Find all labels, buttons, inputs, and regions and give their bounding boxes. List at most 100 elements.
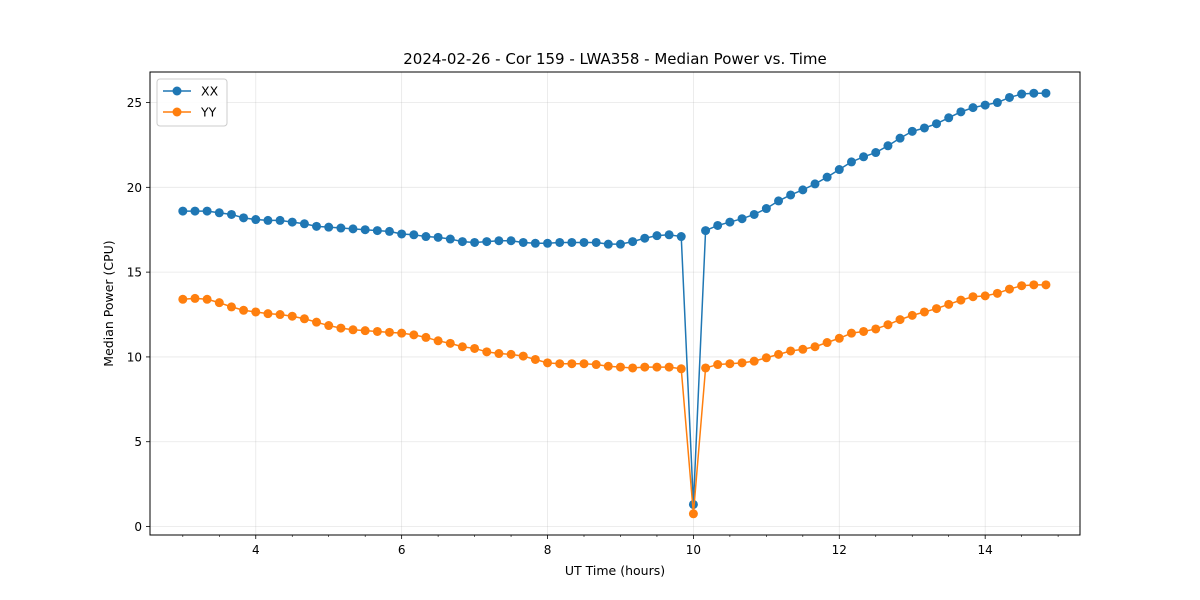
data-point-yy	[312, 317, 322, 327]
data-point-yy	[786, 346, 796, 356]
data-point-yy	[871, 324, 881, 334]
data-point-yy	[701, 363, 711, 373]
y-tick-label: 10	[127, 350, 142, 364]
x-tick-label: 4	[252, 543, 260, 557]
data-point-yy	[956, 295, 966, 305]
data-point-xx	[664, 230, 674, 240]
data-point-xx	[275, 215, 285, 225]
x-tick-label: 14	[978, 543, 993, 557]
data-point-xx	[615, 239, 625, 249]
data-point-xx	[202, 206, 212, 216]
data-point-yy	[1017, 281, 1027, 291]
data-point-yy	[774, 349, 784, 359]
data-point-yy	[214, 298, 224, 308]
data-point-yy	[1004, 284, 1014, 294]
data-point-xx	[676, 232, 686, 242]
data-point-xx	[384, 226, 394, 236]
data-point-yy	[883, 320, 893, 330]
data-point-yy	[615, 362, 625, 372]
data-point-xx	[786, 190, 796, 200]
data-point-yy	[652, 362, 662, 372]
data-point-xx	[895, 133, 905, 143]
legend: XX YY	[156, 78, 228, 127]
data-point-yy	[360, 326, 370, 336]
data-point-xx	[859, 152, 869, 162]
plot-frame	[149, 71, 1081, 536]
data-point-xx	[883, 141, 893, 151]
data-point-xx	[1029, 88, 1039, 98]
grid	[150, 72, 1080, 535]
data-point-yy	[688, 509, 698, 519]
data-point-xx	[567, 237, 577, 247]
data-point-yy	[944, 299, 954, 309]
data-point-xx	[652, 231, 662, 241]
data-point-yy	[859, 326, 869, 336]
legend-label-xx: XX	[201, 84, 219, 99]
data-point-xx	[530, 238, 540, 248]
data-point-yy	[506, 349, 516, 359]
x-tick-label: 10	[686, 543, 701, 557]
data-point-yy	[846, 328, 856, 338]
data-point-yy	[494, 349, 504, 359]
x-tick-label: 6	[398, 543, 406, 557]
data-point-xx	[737, 214, 747, 224]
data-point-xx	[433, 232, 443, 242]
data-point-xx	[397, 229, 407, 239]
legend-item-xx: XX	[163, 84, 219, 99]
data-point-yy	[287, 311, 297, 321]
data-point-yy	[810, 342, 820, 352]
data-point-xx	[919, 123, 929, 133]
plot-area	[150, 72, 1080, 535]
data-point-xx	[603, 239, 613, 249]
series-layer	[178, 88, 1051, 519]
data-point-yy	[239, 305, 249, 315]
data-point-xx	[944, 113, 954, 123]
data-point-xx	[1041, 88, 1051, 98]
chart-title: 2024-02-26 - Cor 159 - LWA358 - Median P…	[403, 50, 827, 68]
data-point-xx	[725, 217, 735, 227]
data-point-xx	[822, 172, 832, 182]
data-point-yy	[433, 336, 443, 346]
data-point-yy	[798, 344, 808, 354]
y-tick-label: 5	[134, 435, 142, 449]
data-point-xx	[470, 237, 480, 247]
data-point-yy	[980, 291, 990, 301]
data-point-yy	[992, 288, 1002, 298]
data-point-xx	[457, 237, 467, 247]
data-point-yy	[664, 362, 674, 372]
data-point-yy	[482, 347, 492, 357]
x-tick-label: 12	[832, 543, 847, 557]
legend-marker-yy	[172, 107, 182, 117]
data-point-xx	[226, 209, 236, 219]
data-point-xx	[1017, 89, 1027, 99]
data-point-yy	[725, 359, 735, 369]
data-point-xx	[482, 237, 492, 247]
legend-label-yy: YY	[200, 105, 217, 120]
data-point-yy	[640, 362, 650, 372]
data-point-xx	[968, 103, 978, 113]
data-point-yy	[567, 359, 577, 369]
data-point-yy	[202, 294, 212, 304]
data-point-yy	[932, 304, 942, 314]
data-point-xx	[846, 157, 856, 167]
data-point-xx	[494, 236, 504, 246]
data-point-yy	[299, 314, 309, 324]
data-point-yy	[397, 328, 407, 338]
data-point-yy	[470, 343, 480, 353]
data-point-xx	[190, 206, 200, 216]
data-point-xx	[628, 237, 638, 247]
data-point-xx	[214, 208, 224, 218]
data-point-xx	[591, 237, 601, 247]
data-point-xx	[299, 219, 309, 229]
data-point-yy	[676, 364, 686, 374]
data-point-xx	[761, 204, 771, 214]
data-point-yy	[628, 363, 638, 373]
data-point-yy	[518, 351, 528, 361]
data-point-yy	[445, 338, 455, 348]
data-point-xx	[688, 499, 698, 509]
data-point-yy	[591, 360, 601, 370]
data-point-xx	[713, 220, 723, 230]
data-point-yy	[384, 327, 394, 337]
data-point-yy	[919, 307, 929, 317]
